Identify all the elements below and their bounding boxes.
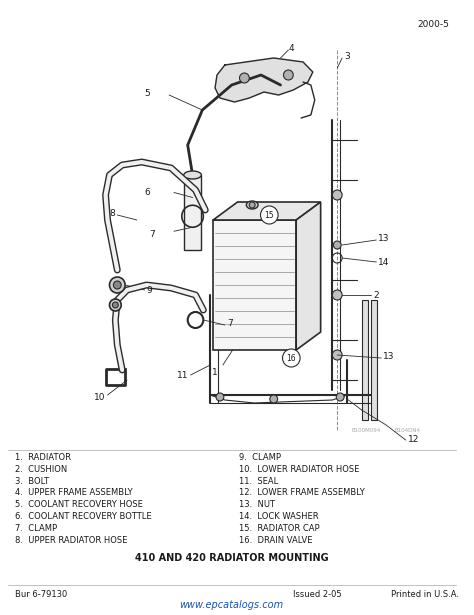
- Text: 2: 2: [374, 290, 379, 300]
- Bar: [213, 220, 296, 350]
- Circle shape: [113, 281, 121, 289]
- Text: 12: 12: [408, 435, 419, 445]
- Text: 5.  COOLANT RECOVERY HOSE: 5. COOLANT RECOVERY HOSE: [15, 500, 143, 509]
- Text: 6: 6: [145, 188, 150, 197]
- Polygon shape: [215, 58, 313, 102]
- Text: Bur 6-79130: Bur 6-79130: [15, 590, 67, 599]
- Circle shape: [112, 302, 118, 308]
- Text: 5: 5: [145, 89, 150, 98]
- Circle shape: [336, 393, 344, 401]
- Text: B100M094: B100M094: [352, 428, 381, 433]
- Text: 1: 1: [212, 368, 218, 376]
- Text: 8: 8: [109, 208, 115, 218]
- Circle shape: [239, 73, 249, 83]
- Bar: [372, 300, 377, 420]
- Text: 1.  RADIATOR: 1. RADIATOR: [15, 453, 71, 462]
- Text: 2.  CUSHION: 2. CUSHION: [15, 465, 67, 474]
- Text: 13: 13: [383, 352, 395, 360]
- Text: 12.  LOWER FRAME ASSEMBLY: 12. LOWER FRAME ASSEMBLY: [238, 488, 364, 498]
- Bar: [184, 175, 201, 250]
- Bar: [362, 300, 367, 420]
- Text: 7.  CLAMP: 7. CLAMP: [15, 524, 57, 533]
- Text: 10: 10: [94, 392, 106, 402]
- Text: 2000-5: 2000-5: [418, 20, 450, 29]
- Circle shape: [109, 277, 125, 293]
- Circle shape: [261, 206, 278, 224]
- Text: 9: 9: [146, 285, 152, 295]
- Text: 6.  COOLANT RECOVERY BOTTLE: 6. COOLANT RECOVERY BOTTLE: [15, 512, 151, 521]
- Circle shape: [283, 70, 293, 80]
- Text: 8.  UPPER RADIATOR HOSE: 8. UPPER RADIATOR HOSE: [15, 536, 127, 545]
- Text: 15.  RADIATOR CAP: 15. RADIATOR CAP: [238, 524, 319, 533]
- Text: Issued 2-05: Issued 2-05: [293, 590, 342, 599]
- Circle shape: [333, 241, 341, 249]
- Circle shape: [332, 350, 342, 360]
- Text: 4.  UPPER FRAME ASSEMBLY: 4. UPPER FRAME ASSEMBLY: [15, 488, 132, 498]
- Text: 14: 14: [378, 258, 390, 266]
- Text: 13.  NUT: 13. NUT: [238, 500, 274, 509]
- Text: 11.  SEAL: 11. SEAL: [238, 477, 278, 486]
- Ellipse shape: [246, 201, 258, 209]
- Text: 15: 15: [264, 210, 274, 220]
- Text: Printed in U.S.A.: Printed in U.S.A.: [391, 590, 459, 599]
- Text: 7: 7: [227, 319, 233, 328]
- Circle shape: [109, 299, 121, 311]
- Text: 11: 11: [177, 370, 189, 379]
- Polygon shape: [213, 202, 320, 220]
- Circle shape: [249, 202, 255, 208]
- Text: 3: 3: [344, 52, 350, 60]
- Text: B104DN4: B104DN4: [394, 428, 420, 433]
- Text: www.epcatalogs.com: www.epcatalogs.com: [180, 600, 284, 610]
- Ellipse shape: [184, 171, 201, 179]
- Circle shape: [332, 290, 342, 300]
- Text: 4: 4: [288, 44, 294, 52]
- Text: 9.  CLAMP: 9. CLAMP: [238, 453, 281, 462]
- Text: 16: 16: [286, 354, 296, 362]
- Circle shape: [283, 349, 300, 367]
- Circle shape: [332, 190, 342, 200]
- Text: 13: 13: [378, 234, 390, 242]
- Text: 16.  DRAIN VALVE: 16. DRAIN VALVE: [238, 536, 312, 545]
- Text: 3.  BOLT: 3. BOLT: [15, 477, 49, 486]
- Circle shape: [216, 393, 224, 401]
- Text: 7: 7: [150, 230, 155, 239]
- Circle shape: [270, 395, 278, 403]
- Text: 14.  LOCK WASHER: 14. LOCK WASHER: [238, 512, 318, 521]
- Text: 10.  LOWER RADIATOR HOSE: 10. LOWER RADIATOR HOSE: [238, 465, 359, 474]
- Text: 410 AND 420 RADIATOR MOUNTING: 410 AND 420 RADIATOR MOUNTING: [135, 554, 328, 563]
- Polygon shape: [296, 202, 320, 350]
